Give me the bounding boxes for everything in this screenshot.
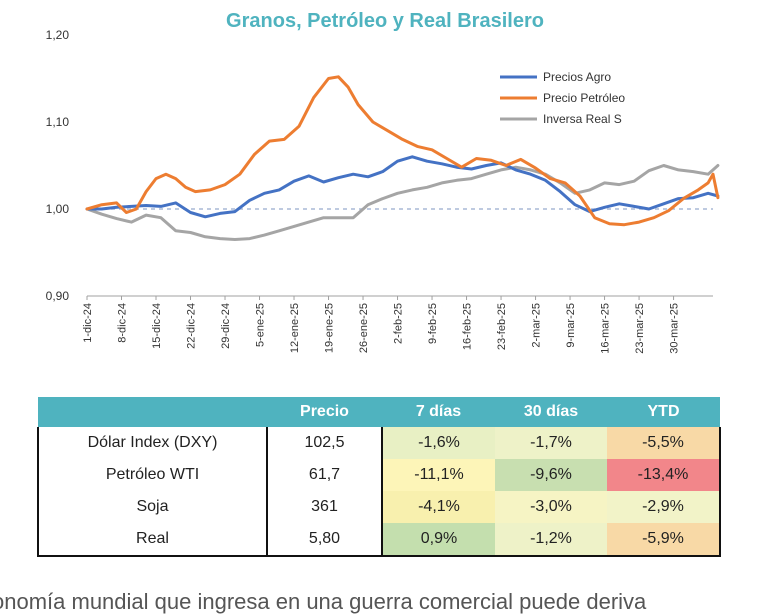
x-tick-label: 8-dic-24 [117, 303, 129, 343]
row-price: 361 [267, 491, 383, 523]
row-30d: -9,6% [495, 459, 607, 491]
table-row: Dólar Index (DXY) 102,5 -1,6% -1,7% -5,5… [37, 427, 721, 459]
row-label: Dólar Index (DXY) [37, 427, 268, 459]
line-chart: 0,90 1,00 1,10 1,20 1-dic-24 8-dic-24 15-dic-… [46, 28, 720, 354]
series-group [85, 75, 720, 241]
table-header-row: Precio 7 días 30 días YTD [38, 397, 720, 427]
row-price: 5,80 [267, 523, 383, 557]
row-7d: -1,6% [382, 427, 495, 459]
row-ytd: -5,9% [607, 523, 721, 557]
x-tick-label: 5-ene-25 [255, 303, 267, 347]
legend-label: Inversa Real S [543, 112, 622, 126]
x-tick-label: 30-mar-25 [669, 303, 681, 354]
series-line [85, 164, 720, 241]
y-tick-label: 0,90 [46, 289, 70, 303]
footer-text: onomía mundial que ingresa en una guerra… [0, 589, 647, 614]
row-7d: -4,1% [382, 491, 495, 523]
x-tick-label: 26-ene-25 [358, 303, 370, 353]
row-label: Real [37, 523, 268, 557]
x-tick-label: 16-feb-25 [462, 303, 474, 350]
y-tick-label: 1,20 [46, 28, 70, 42]
table-row: Petróleo WTI 61,7 -11,1% -9,6% -13,4% [37, 459, 721, 491]
header-price: Precio [267, 397, 382, 427]
row-30d: -3,0% [495, 491, 607, 523]
series-line [85, 155, 720, 219]
legend-label: Precios Agro [543, 70, 611, 84]
header-7d: 7 días [382, 397, 495, 427]
header-label [38, 397, 267, 427]
x-tick-label: 23-mar-25 [634, 303, 646, 354]
series-line [85, 75, 720, 227]
row-ytd: -13,4% [607, 459, 721, 491]
row-ytd: -5,5% [607, 427, 721, 459]
legend-label: Precio Petróleo [543, 91, 625, 105]
y-axis: 0,90 1,00 1,10 1,20 [46, 28, 70, 303]
x-tick-label: 9-feb-25 [427, 303, 439, 344]
x-tick-label: 22-dic-24 [186, 303, 198, 349]
header-ytd: YTD [607, 397, 720, 427]
x-tick-label: 9-mar-25 [565, 303, 577, 348]
row-30d: -1,2% [495, 523, 607, 557]
x-tick-label: 19-ene-25 [324, 303, 336, 353]
row-price: 102,5 [267, 427, 383, 459]
x-tick-label: 29-dic-24 [220, 303, 232, 349]
row-label: Soja [37, 491, 268, 523]
header-30d: 30 días [495, 397, 607, 427]
legend: Precios Agro Precio Petróleo Inversa Real … [500, 70, 625, 126]
x-tick-label: 15-dic-24 [151, 303, 163, 349]
x-axis: 1-dic-24 8-dic-24 15-dic-24 22-dic-24 29-dic… [82, 295, 713, 354]
row-label: Petróleo WTI [37, 459, 268, 491]
x-tick-label: 23-feb-25 [496, 303, 508, 350]
metrics-table: Precio 7 días 30 días YTD Dólar Index (D… [37, 397, 721, 557]
x-tick-label: 2-mar-25 [531, 303, 543, 348]
y-tick-label: 1,10 [46, 115, 70, 129]
x-tick-label: 2-feb-25 [393, 303, 405, 344]
row-7d: 0,9% [382, 523, 495, 557]
x-tick-label: 12-ene-25 [289, 303, 301, 353]
y-tick-label: 1,00 [46, 202, 70, 216]
row-price: 61,7 [267, 459, 383, 491]
row-30d: -1,7% [495, 427, 607, 459]
row-ytd: -2,9% [607, 491, 721, 523]
x-tick-label: 16-mar-25 [600, 303, 612, 354]
table-row: Real 5,80 0,9% -1,2% -5,9% [37, 523, 721, 557]
chart-title: Granos, Petróleo y Real Brasilero [226, 10, 544, 32]
x-tick-label: 1-dic-24 [82, 303, 94, 343]
row-7d: -11,1% [382, 459, 495, 491]
table-row: Soja 361 -4,1% -3,0% -2,9% [37, 491, 721, 523]
